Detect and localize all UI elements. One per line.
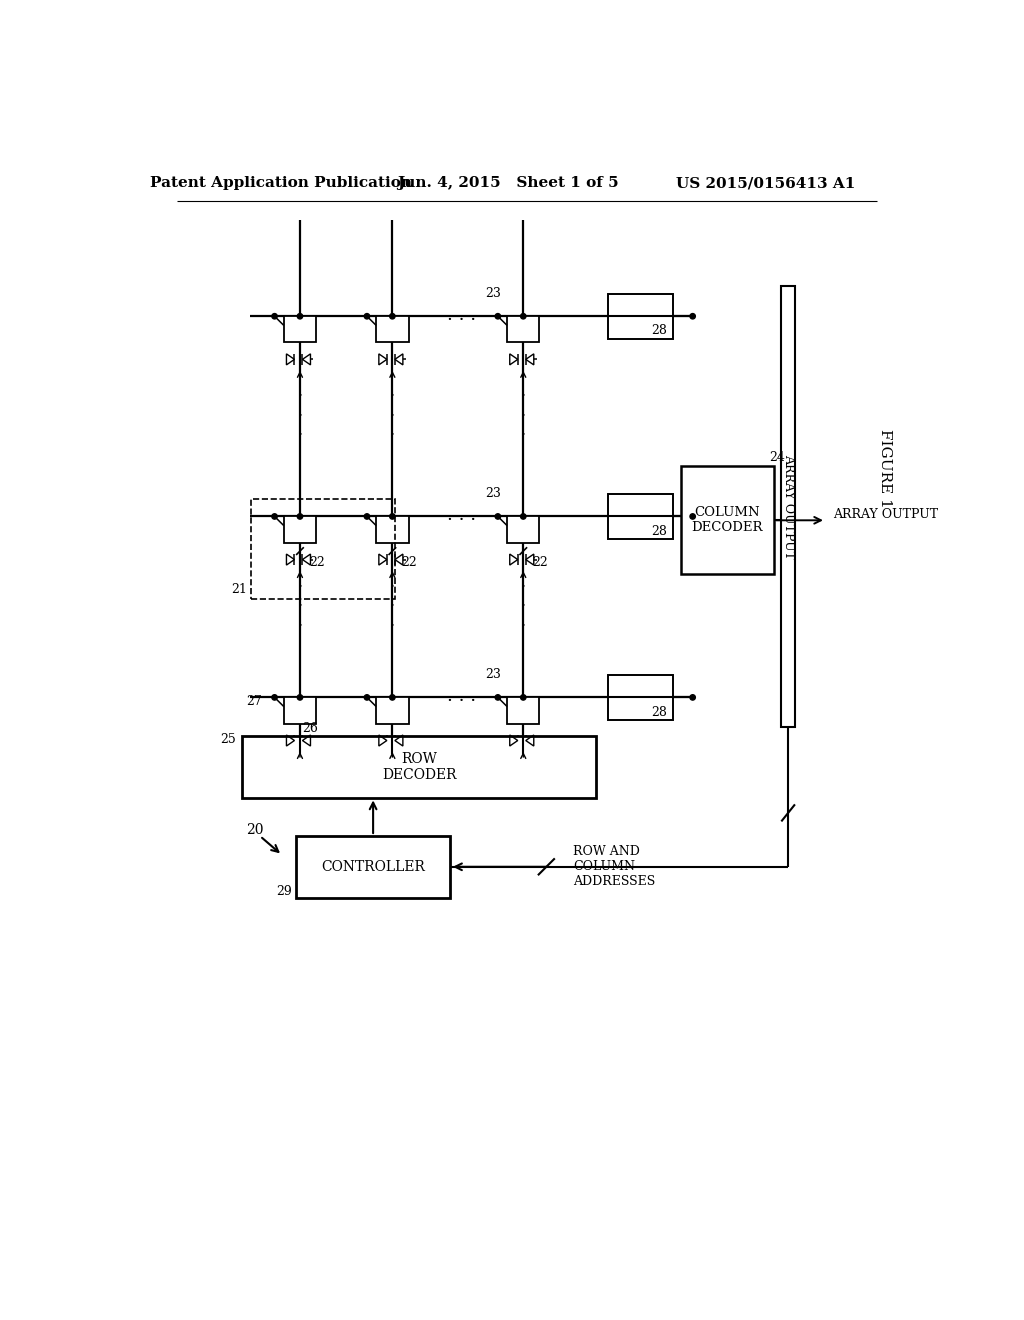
Text: 28: 28 [651,524,668,537]
Circle shape [390,694,395,700]
Text: ·
·
·: · · · [390,579,395,635]
Text: 23: 23 [484,286,501,300]
Circle shape [520,314,526,319]
Bar [243,737,596,797]
Circle shape [297,694,303,700]
Bar [507,516,540,543]
Bar [251,499,395,599]
Bar [681,466,773,574]
Text: . . .: . . . [447,506,476,524]
Text: ·
·
·: · · · [390,388,395,445]
Text: CONTROLLER: CONTROLLER [322,859,425,874]
Circle shape [297,513,303,519]
Text: 26: 26 [302,722,318,735]
Circle shape [496,314,501,319]
Text: US 2015/0156413 A1: US 2015/0156413 A1 [676,176,855,190]
Text: 22: 22 [532,556,548,569]
Circle shape [690,694,695,700]
Text: 28: 28 [651,705,668,718]
Circle shape [271,314,278,319]
Circle shape [690,513,695,519]
Text: ·
·
·: · · · [297,579,302,635]
Bar [507,317,540,342]
Text: ARRAY OUTPUT: ARRAY OUTPUT [834,508,939,520]
Circle shape [496,694,501,700]
Bar [781,286,795,727]
Text: . . .: . . . [447,306,476,323]
Circle shape [365,694,370,700]
Text: COLUMN
DECODER: COLUMN DECODER [691,507,763,535]
Text: FIGURE 1: FIGURE 1 [879,429,892,508]
Text: 29: 29 [276,884,292,898]
Circle shape [297,314,303,319]
Text: 20: 20 [247,822,264,837]
Bar [376,697,409,723]
Text: ROW AND
COLUMN
ADDRESSES: ROW AND COLUMN ADDRESSES [573,845,655,888]
Text: 25: 25 [220,733,237,746]
Text: 23: 23 [484,668,501,681]
Bar [376,516,409,543]
Circle shape [271,694,278,700]
Text: 22: 22 [309,556,325,569]
Circle shape [496,513,501,519]
Bar [608,494,674,539]
Text: Patent Application Publication: Patent Application Publication [150,176,412,190]
Bar [284,317,316,342]
Circle shape [365,513,370,519]
Circle shape [690,314,695,319]
Bar [376,317,409,342]
Text: 28: 28 [651,325,668,338]
Text: 23: 23 [484,487,501,500]
Bar [296,836,451,898]
Bar [284,697,316,723]
Text: 27: 27 [247,694,262,708]
Text: ARRAY OUTPUT: ARRAY OUTPUT [781,454,795,560]
Circle shape [390,314,395,319]
Bar [507,697,540,723]
Bar [608,675,674,719]
Text: Jun. 4, 2015   Sheet 1 of 5: Jun. 4, 2015 Sheet 1 of 5 [397,176,618,190]
Bar [608,294,674,339]
Text: 22: 22 [401,556,418,569]
Text: ·
·
·: · · · [520,579,526,635]
Text: ·
·
·: · · · [520,388,526,445]
Text: . . .: . . . [447,686,476,705]
Circle shape [390,513,395,519]
Circle shape [365,314,370,319]
Text: 24: 24 [770,450,785,463]
Circle shape [520,513,526,519]
Circle shape [271,513,278,519]
Text: 21: 21 [231,583,247,597]
Circle shape [520,694,526,700]
Bar [284,516,316,543]
Text: ROW
DECODER: ROW DECODER [382,751,457,781]
Text: ·
·
·: · · · [297,388,302,445]
